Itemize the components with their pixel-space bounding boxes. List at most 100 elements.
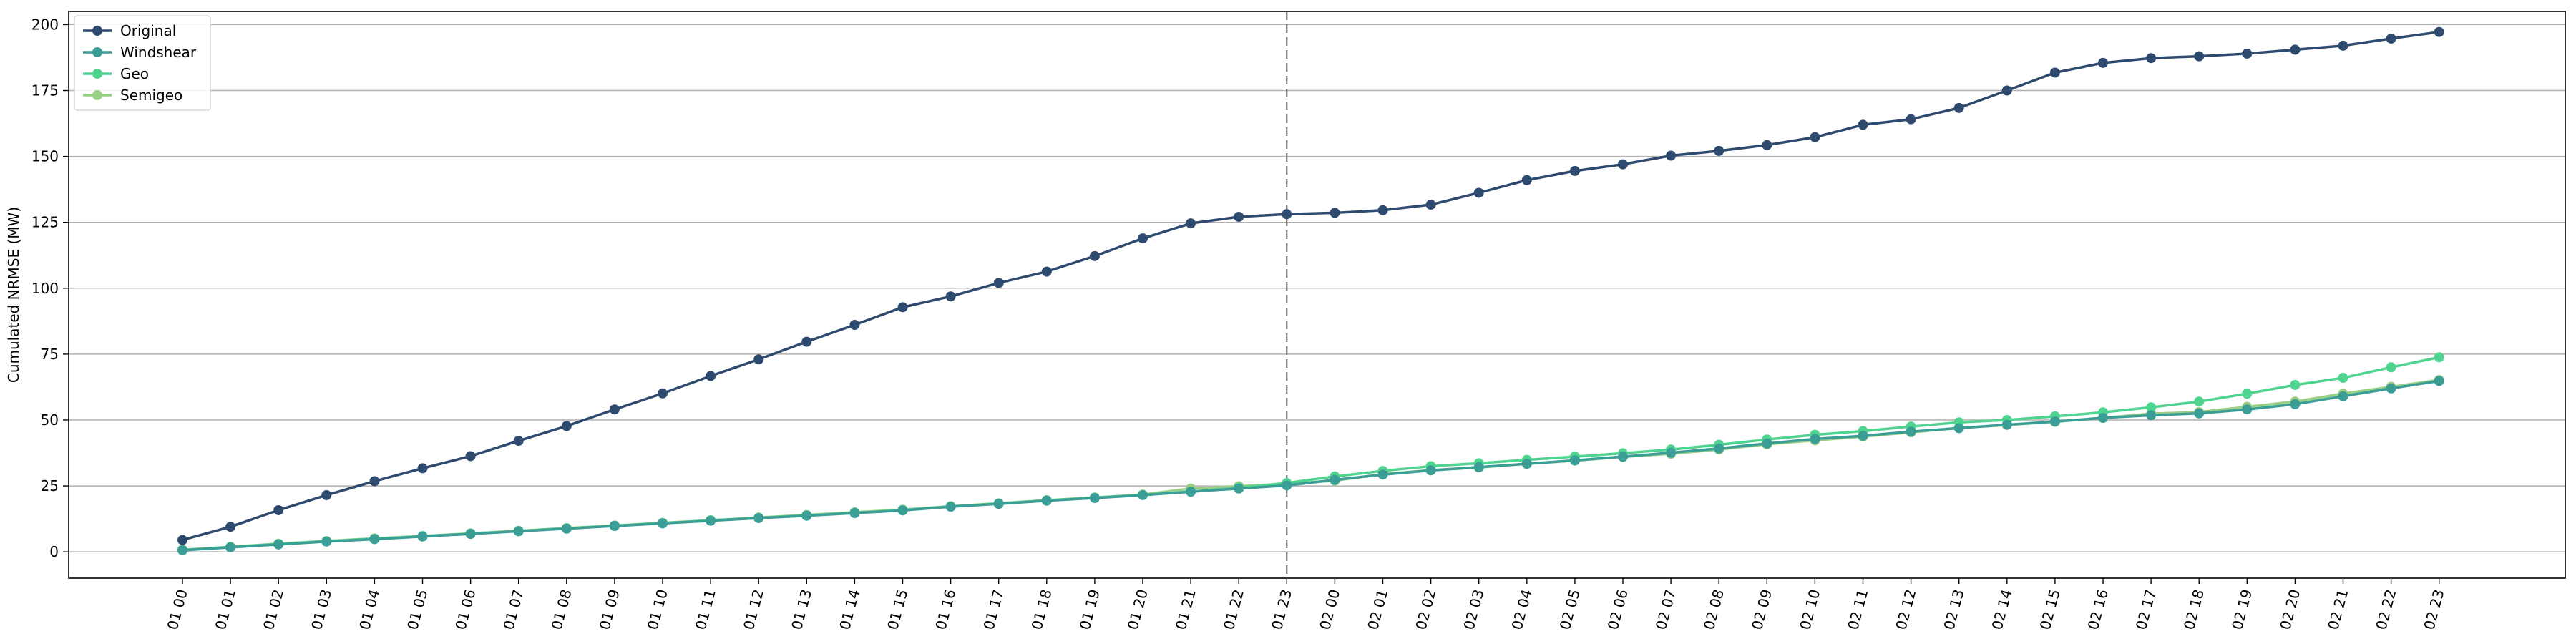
data-point-original — [2001, 85, 2012, 96]
data-point-windshear — [1041, 495, 1052, 506]
y-tick-label: 200 — [31, 16, 59, 33]
data-point-windshear — [849, 508, 860, 519]
y-tick-label: 50 — [41, 411, 59, 429]
legend-item-original: Original — [83, 22, 176, 39]
data-point-original — [945, 291, 956, 302]
legend-label-geo: Geo — [120, 65, 149, 82]
y-tick-label: 125 — [31, 214, 59, 231]
data-point-windshear — [2386, 383, 2396, 394]
data-point-original — [1666, 150, 1677, 161]
data-point-original — [2434, 26, 2444, 37]
data-point-original — [1714, 145, 1724, 156]
y-axis-label: Cumulated NRMSE (MW) — [5, 207, 22, 383]
data-point-windshear — [513, 526, 524, 537]
data-point-geo — [2434, 352, 2444, 363]
data-point-windshear — [658, 518, 668, 529]
data-point-windshear — [273, 539, 284, 550]
data-point-windshear — [1282, 480, 1292, 491]
data-point-windshear — [1425, 465, 1436, 476]
data-point-windshear — [2146, 410, 2157, 421]
data-point-original — [2098, 57, 2108, 68]
data-point-original — [1282, 209, 1292, 220]
data-point-original — [2338, 40, 2348, 51]
data-point-windshear — [561, 523, 572, 534]
data-point-original — [1810, 132, 1820, 142]
data-point-original — [1138, 233, 1148, 244]
data-point-windshear — [1858, 431, 1868, 441]
data-point-windshear — [945, 502, 956, 512]
data-point-original — [1953, 102, 1964, 113]
y-gridlines — [69, 24, 2565, 552]
data-point-original — [706, 371, 716, 381]
data-point-geo — [2290, 379, 2301, 390]
data-point-windshear — [1762, 438, 1772, 449]
data-point-original — [513, 436, 524, 447]
series-windshear — [177, 376, 2444, 555]
legend-item-geo: Geo — [83, 65, 149, 82]
data-point-original — [273, 504, 284, 515]
data-point-windshear — [609, 521, 620, 532]
data-point-windshear — [1138, 489, 1148, 500]
data-point-original — [2386, 33, 2396, 44]
data-point-windshear — [2338, 391, 2348, 401]
data-point-windshear — [753, 513, 764, 524]
data-point-windshear — [1714, 443, 1724, 454]
data-point-windshear — [225, 542, 236, 552]
y-tick-label: 0 — [49, 543, 59, 560]
data-point-windshear — [2290, 399, 2301, 409]
data-point-windshear — [1810, 434, 1820, 444]
data-point-windshear — [1569, 455, 1580, 466]
data-point-original — [2049, 67, 2060, 78]
data-point-original — [1569, 165, 1580, 176]
data-point-windshear — [1521, 459, 1532, 469]
data-point-original — [658, 388, 668, 399]
series-line-windshear — [182, 379, 2439, 552]
data-point-original — [1330, 208, 1340, 218]
data-point-original — [1234, 211, 1244, 222]
data-point-windshear — [321, 536, 332, 547]
data-point-original — [1186, 218, 1196, 229]
data-point-original — [993, 278, 1004, 288]
legend-marker-semigeo — [92, 90, 102, 100]
data-point-original — [321, 489, 332, 500]
data-point-original — [1377, 205, 1388, 215]
data-point-original — [1425, 200, 1436, 210]
series-layer — [177, 26, 2444, 555]
y-axis: 0 25 50 75 100 125 150 175 200 — [31, 16, 69, 560]
data-point-original — [465, 451, 476, 462]
data-point-geo — [2386, 362, 2396, 373]
data-point-original — [609, 404, 620, 415]
data-point-windshear — [801, 510, 812, 521]
legend-item-windshear: Windshear — [83, 44, 197, 61]
data-point-windshear — [1618, 452, 1628, 462]
legend-box — [74, 15, 211, 111]
data-point-windshear — [2049, 416, 2060, 427]
legend-label-windshear: Windshear — [120, 44, 197, 61]
y-tick-label: 175 — [31, 82, 59, 99]
data-point-windshear — [1089, 493, 1100, 504]
data-point-original — [801, 336, 812, 347]
data-point-windshear — [1473, 462, 1484, 472]
data-point-windshear — [1906, 426, 1916, 437]
data-point-windshear — [706, 515, 716, 526]
data-point-original — [897, 302, 908, 313]
data-point-windshear — [1666, 447, 1677, 458]
data-point-original — [1089, 250, 1100, 261]
data-point-original — [2194, 51, 2205, 62]
data-point-original — [1041, 266, 1052, 277]
y-tick-label: 100 — [31, 280, 59, 297]
data-point-original — [369, 476, 380, 487]
data-point-original — [417, 463, 428, 474]
data-point-windshear — [369, 534, 380, 545]
data-point-geo — [2146, 402, 2157, 413]
data-point-windshear — [2242, 404, 2253, 415]
data-point-original — [849, 319, 860, 330]
data-point-original — [1473, 187, 1484, 198]
data-point-windshear — [2098, 413, 2108, 424]
data-point-geo — [2194, 396, 2205, 407]
legend: Original Windshear Geo Semigeo — [74, 15, 211, 111]
data-point-windshear — [1377, 469, 1388, 480]
y-tick-label: 25 — [41, 477, 59, 494]
data-point-geo — [2242, 389, 2253, 399]
